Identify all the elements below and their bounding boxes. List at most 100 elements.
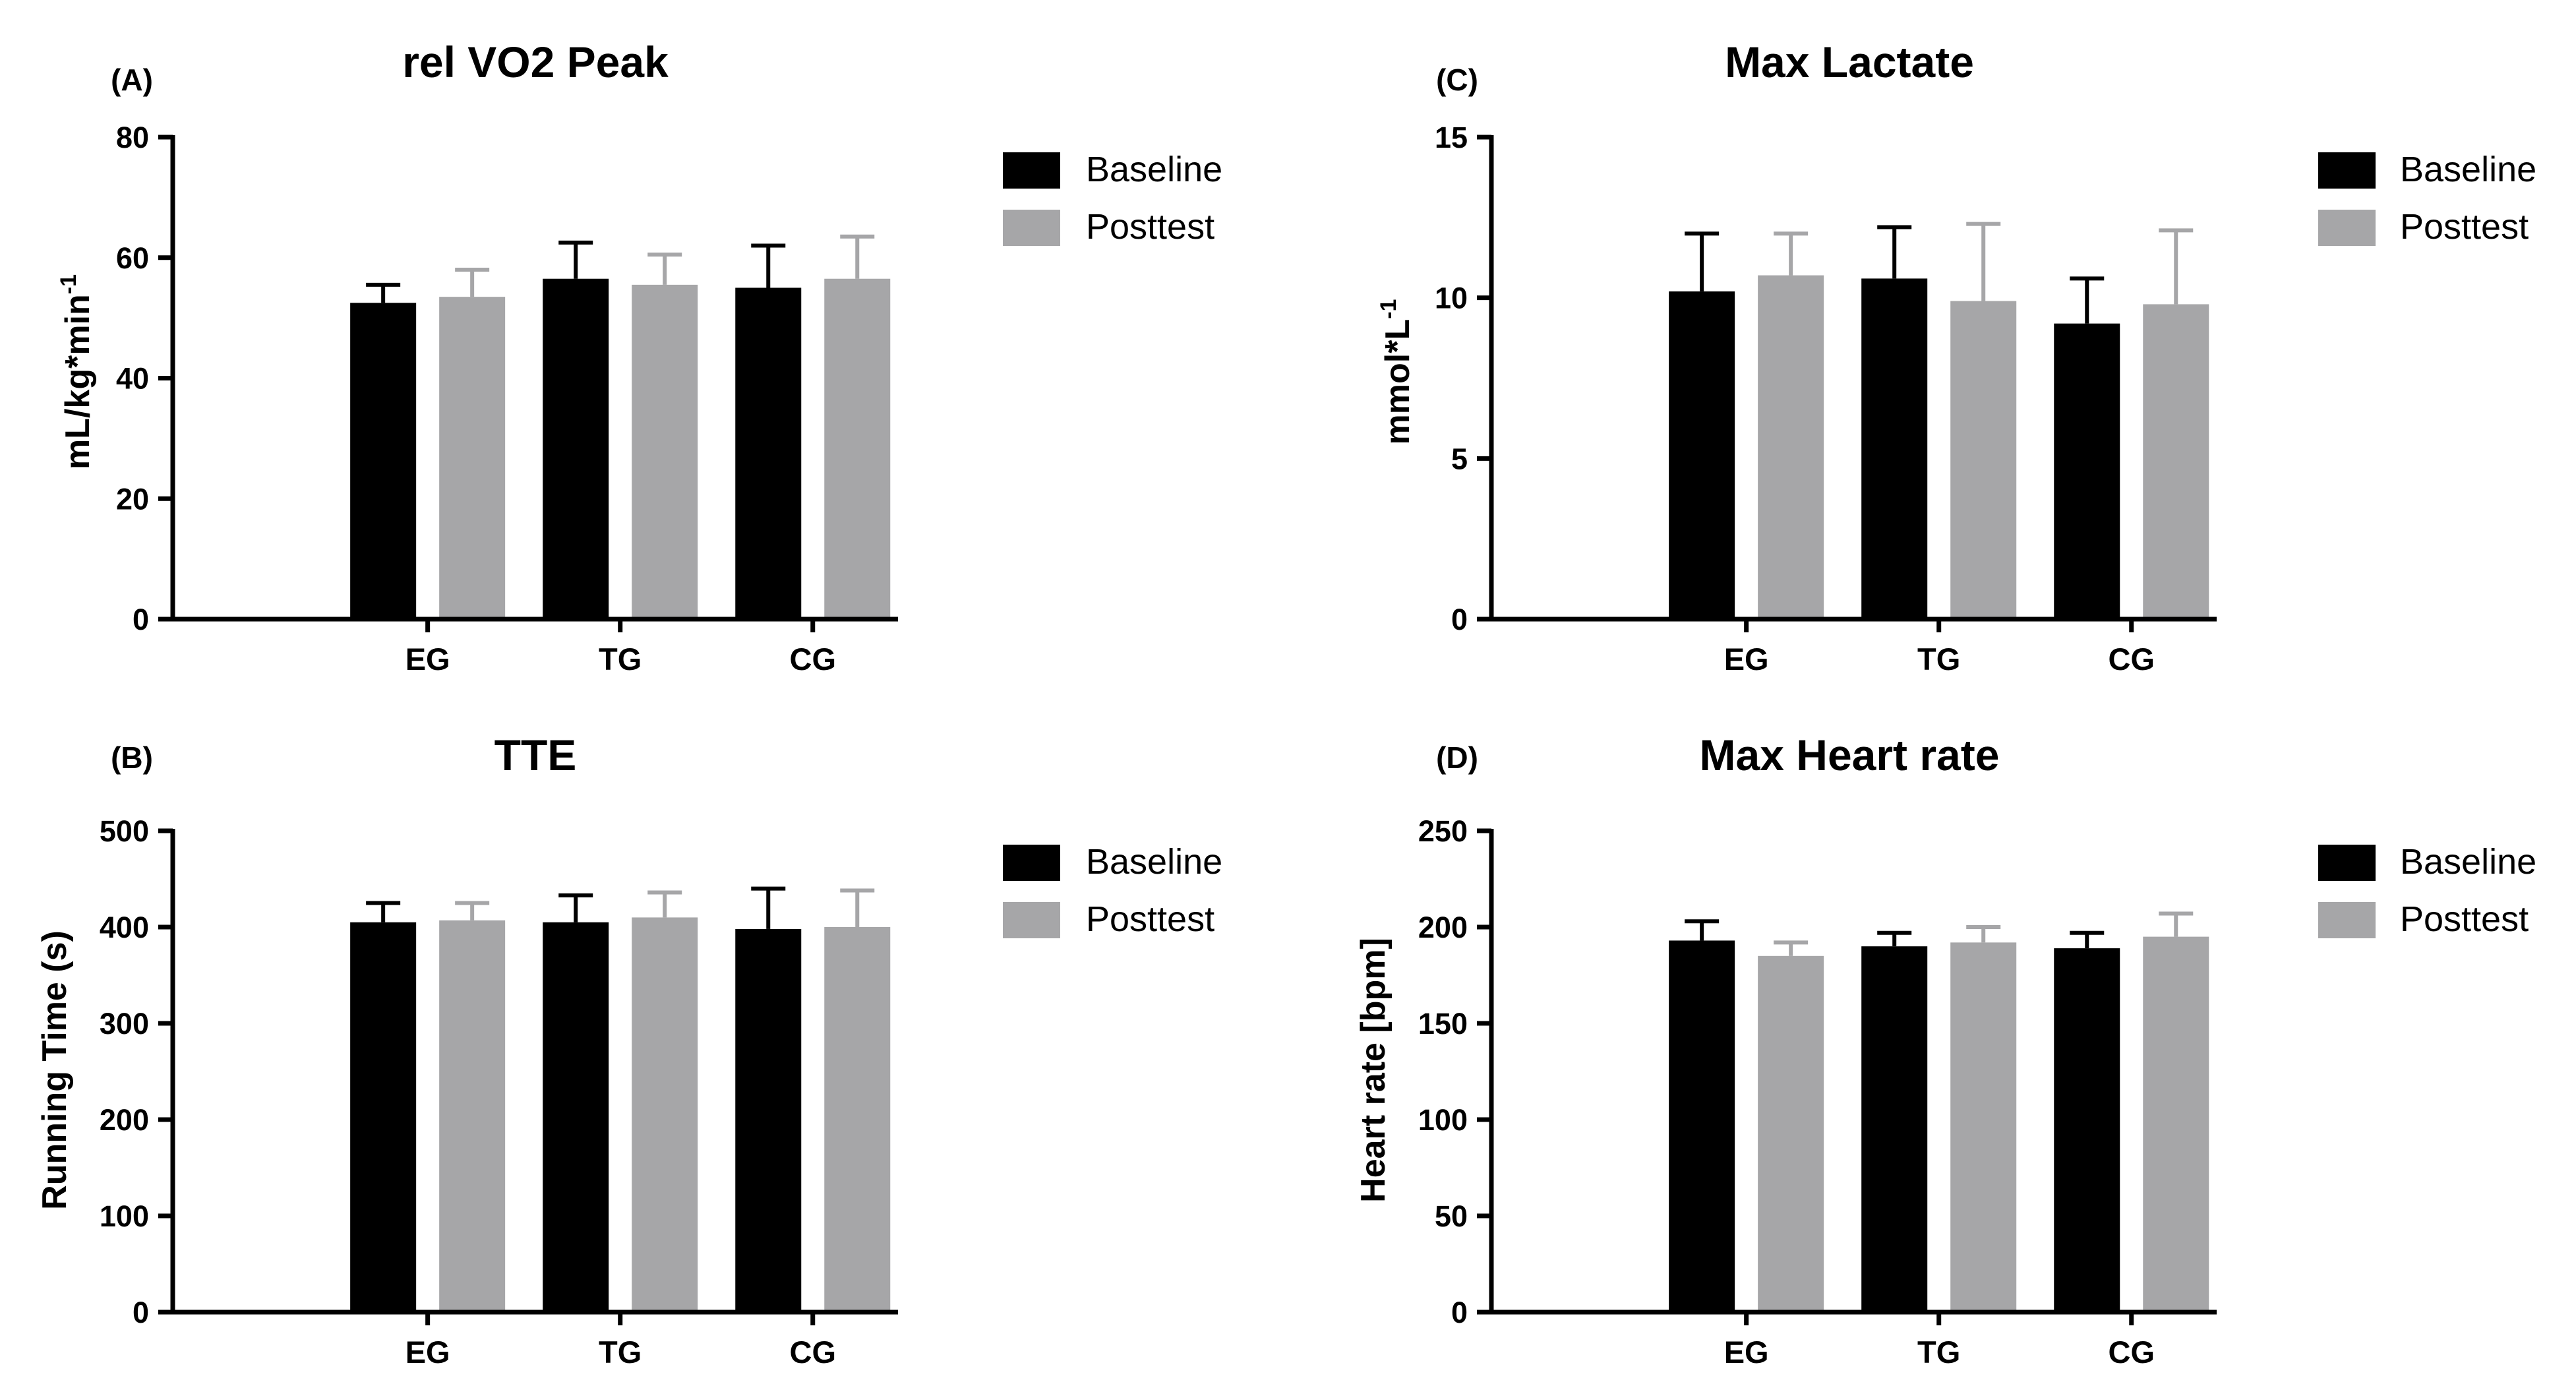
y-tick-label: 20 (116, 482, 149, 516)
y-tick-label: 100 (100, 1199, 149, 1233)
chart-title: rel VO2 Peak (402, 38, 669, 86)
legend-label-posttest: Posttest (2400, 207, 2529, 247)
panel-a: (A) rel VO2 Peak EG TG CG 0 20 40 60 80 mL/kg*m… (56, 38, 1222, 677)
legend-swatch-baseline (1003, 845, 1060, 881)
bar-posttest-tg (1950, 942, 2017, 1312)
panel-label: (C) (1436, 63, 1478, 97)
plot-area: EG TG CG 0 100 200 300 400 500 (100, 814, 898, 1370)
chart-title: Max Heart rate (1700, 731, 2000, 779)
legend-label-posttest: Posttest (1086, 207, 1214, 247)
legend-label-baseline: Baseline (2400, 842, 2536, 882)
y-tick-label: 40 (116, 362, 149, 396)
x-tick-label: EG (1724, 642, 1769, 677)
x-tick-label: TG (1917, 642, 1960, 677)
x-tick-label: CG (2109, 642, 2155, 677)
x-tick-label: CG (790, 642, 837, 677)
plot-area: EG TG CG 0 50 100 150 200 250 (1418, 814, 2217, 1370)
y-axis-title: mmol*L-1 (1376, 299, 1417, 445)
bar-posttest-eg (439, 920, 506, 1312)
y-axis-title: mL/kg*min-1 (56, 274, 97, 469)
legend-swatch-baseline (2318, 845, 2376, 881)
y-tick-label: 0 (133, 603, 149, 636)
x-tick-label: TG (599, 1335, 642, 1370)
x-tick-label: TG (599, 642, 642, 677)
bar-baseline-tg (1861, 946, 1928, 1312)
bar-posttest-cg (2143, 304, 2209, 619)
bar-baseline-cg (735, 287, 802, 619)
y-tick-label: 400 (100, 911, 149, 944)
x-tick-label: TG (1917, 1335, 1960, 1370)
bar-posttest-tg (1950, 301, 2017, 619)
bar-posttest-eg (1758, 275, 1824, 619)
panel-d: (D) Max Heart rate EG TG CG 0 50 100 150 200 250… (1354, 731, 2536, 1370)
bar-baseline-tg (543, 278, 609, 619)
legend-swatch-baseline (1003, 152, 1060, 189)
bar-baseline-cg (2054, 323, 2120, 619)
legend-label-baseline: Baseline (1086, 150, 1222, 189)
y-axis-title-sup: -1 (1376, 299, 1401, 319)
legend-label-posttest: Posttest (1086, 899, 1214, 939)
legend-swatch-baseline (2318, 152, 2376, 189)
bar-baseline-eg (350, 922, 417, 1312)
y-axis-title-text: mmol*L (1379, 319, 1417, 445)
panel-label: (A) (111, 63, 153, 97)
chart-title: Max Lactate (1725, 38, 1974, 86)
bar-posttest-tg (632, 917, 698, 1312)
y-tick-label: 150 (1418, 1007, 1468, 1040)
legend-label-posttest: Posttest (2400, 899, 2529, 939)
panel-b: (B) TTE EG TG CG 0 100 200 300 400 500 Running T… (36, 731, 1222, 1370)
y-axis-title-text: Running Time (s) (36, 930, 74, 1210)
y-axis-title: Running Time (s) (36, 930, 74, 1210)
y-tick-label: 60 (116, 241, 149, 275)
legend: Baseline Posttest (2318, 150, 2536, 247)
x-tick-label: CG (2109, 1335, 2155, 1370)
bar-posttest-cg (824, 278, 891, 619)
legend-label-baseline: Baseline (1086, 842, 1222, 882)
chart-title: TTE (494, 731, 577, 779)
legend: Baseline Posttest (1003, 150, 1222, 247)
x-tick-label: EG (405, 1335, 450, 1370)
panel-c: (C) Max Lactate EG TG CG 0 5 10 15 mmol*L-1 Ba… (1376, 38, 2536, 677)
bar-posttest-eg (1758, 955, 1824, 1312)
y-tick-label: 100 (1418, 1103, 1468, 1137)
y-tick-label: 500 (100, 814, 149, 848)
bar-baseline-eg (1669, 940, 1735, 1312)
y-tick-label: 10 (1435, 282, 1468, 315)
y-axis-title-text: Heart rate [bpm] (1354, 938, 1393, 1203)
legend-swatch-posttest (1003, 902, 1060, 938)
panel-label: (D) (1436, 740, 1478, 775)
y-axis-title-sup: -1 (56, 274, 81, 294)
y-tick-label: 0 (1451, 1296, 1468, 1329)
bar-baseline-cg (735, 928, 802, 1312)
y-tick-label: 15 (1435, 121, 1468, 154)
x-tick-label: EG (405, 642, 450, 677)
panel-label: (B) (111, 740, 153, 775)
y-tick-label: 250 (1418, 814, 1468, 848)
y-tick-label: 0 (1451, 603, 1468, 636)
legend-swatch-posttest (2318, 210, 2376, 246)
bar-baseline-tg (1861, 278, 1928, 620)
bar-baseline-tg (543, 922, 609, 1312)
legend: Baseline Posttest (1003, 842, 1222, 939)
plot-area: EG TG CG 0 20 40 60 80 (116, 121, 898, 677)
x-tick-label: EG (1724, 1335, 1769, 1370)
x-tick-label: CG (790, 1335, 837, 1370)
bar-posttest-cg (2143, 936, 2209, 1312)
legend: Baseline Posttest (2318, 842, 2536, 939)
y-tick-label: 200 (1418, 911, 1468, 944)
y-tick-label: 200 (100, 1103, 149, 1137)
y-tick-label: 80 (116, 121, 149, 154)
y-tick-label: 300 (100, 1007, 149, 1040)
legend-swatch-posttest (2318, 902, 2376, 938)
legend-label-baseline: Baseline (2400, 150, 2536, 189)
plot-area: EG TG CG 0 5 10 15 (1435, 121, 2217, 677)
legend-swatch-posttest (1003, 210, 1060, 246)
bar-posttest-cg (824, 927, 891, 1312)
bar-posttest-tg (632, 284, 698, 619)
bar-baseline-eg (1669, 291, 1735, 619)
y-tick-label: 5 (1451, 442, 1468, 475)
y-tick-label: 50 (1435, 1199, 1468, 1233)
y-axis-title-text: mL/kg*min (59, 294, 97, 469)
bar-baseline-eg (350, 303, 417, 619)
